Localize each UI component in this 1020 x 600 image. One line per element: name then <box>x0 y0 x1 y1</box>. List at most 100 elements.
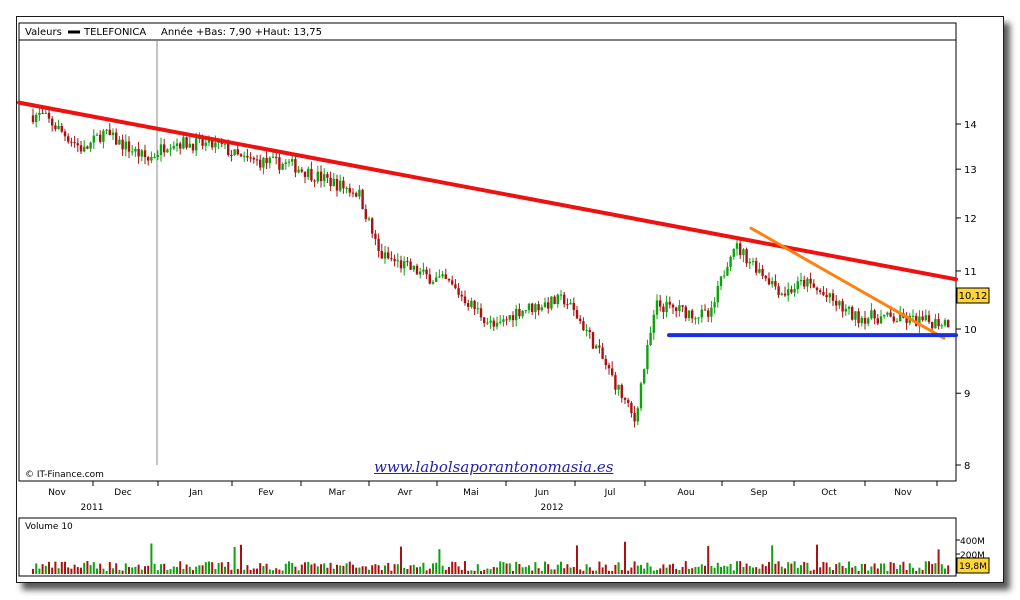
volume-bar <box>483 569 486 574</box>
volume-bar <box>518 564 521 574</box>
volume-bar <box>51 567 54 574</box>
volume-bar <box>307 561 310 574</box>
candle-body <box>383 252 387 259</box>
candle-body <box>675 307 678 312</box>
volume-bar <box>118 569 121 574</box>
volume-bar <box>121 570 124 574</box>
volume-bar <box>624 541 626 574</box>
volume-bar <box>384 565 386 574</box>
volume-bar <box>291 562 294 574</box>
volume-bar <box>512 570 514 574</box>
candle-body <box>691 310 694 319</box>
candle-body <box>287 161 291 163</box>
volume-bar <box>934 563 937 574</box>
candle-body <box>60 126 63 132</box>
candle-body <box>185 137 188 148</box>
volume-bar <box>832 570 834 574</box>
candle-body <box>687 310 691 318</box>
volume-bar <box>553 569 556 574</box>
volume-bar <box>169 569 172 574</box>
volume-bar <box>368 569 370 574</box>
volume-bar <box>489 569 492 574</box>
volume-bar <box>665 567 668 574</box>
candle-body <box>799 279 803 282</box>
candle-body <box>841 301 844 312</box>
candle-body <box>655 300 659 315</box>
candle-body <box>719 276 723 287</box>
candle-body <box>572 302 575 310</box>
volume-bar <box>761 564 764 574</box>
volume-bar <box>691 568 694 574</box>
volume-bar <box>153 563 156 574</box>
volume-bar <box>345 563 348 574</box>
candle-body <box>652 314 655 333</box>
volume-bar <box>659 568 662 574</box>
volume-bar <box>819 567 822 574</box>
candle-body <box>787 289 790 296</box>
volume-bar <box>880 563 882 574</box>
candle-body <box>175 143 179 147</box>
candle-body <box>246 155 249 158</box>
time-axis-label: Mar <box>329 488 346 498</box>
candle-body <box>118 139 121 145</box>
chart-frame: Valeurs TELEFONICA Année +Bas: 7,90 +Hau… <box>16 16 1004 583</box>
volume-axis-label: 400M <box>960 537 985 547</box>
candle-body <box>831 293 835 301</box>
volume-bar <box>684 561 687 574</box>
volume-bar <box>940 564 943 574</box>
volume-bar <box>131 567 134 574</box>
candle-body <box>156 155 159 157</box>
time-axis-label: Dec <box>114 488 131 498</box>
candle-body <box>563 294 566 305</box>
candle-body <box>806 278 809 287</box>
candle-body <box>876 318 879 324</box>
volume-bar <box>38 568 41 574</box>
candle-body <box>492 320 495 327</box>
volume-bar <box>188 566 191 574</box>
volume-bar <box>457 566 460 574</box>
volume-bar <box>70 568 73 574</box>
candle-body <box>358 189 361 197</box>
volume-bar <box>736 561 738 574</box>
volume-bar <box>67 567 70 574</box>
candle-body <box>265 157 268 164</box>
candle-body <box>703 309 707 311</box>
price-axis-label: 14 <box>964 120 977 131</box>
volume-bar <box>412 564 415 574</box>
volume-bar <box>57 568 60 574</box>
volume-bar <box>288 561 290 574</box>
volume-bar <box>646 562 649 574</box>
candle-body <box>659 300 662 307</box>
volume-bar <box>355 567 358 574</box>
volume-bar <box>755 567 758 574</box>
candle-body <box>601 347 604 359</box>
volume-bar <box>496 567 498 574</box>
volume-bar <box>115 563 118 574</box>
candle-body <box>585 330 588 332</box>
candle-body <box>451 280 454 285</box>
candle-body <box>527 303 531 311</box>
volume-bar <box>499 561 502 574</box>
candle-body <box>83 146 86 152</box>
volume-bar <box>822 561 825 574</box>
candle-body <box>73 142 76 144</box>
candle-body <box>150 156 153 161</box>
candle-body <box>470 300 473 307</box>
candle-body <box>559 294 563 296</box>
candle-body <box>89 142 92 149</box>
candle-body <box>505 319 508 321</box>
watermark-link[interactable]: www.labolsaporantonomasia.es <box>374 458 614 476</box>
volume-bar <box>928 561 930 574</box>
volume-bar <box>694 566 697 574</box>
volume-bar <box>128 567 130 574</box>
volume-bar <box>780 566 783 574</box>
candle-body <box>204 142 207 146</box>
volume-bar <box>582 570 585 574</box>
volume-bar <box>150 543 153 574</box>
candle-body <box>809 278 812 284</box>
volume-bar <box>268 569 271 574</box>
volume-bar <box>300 564 303 574</box>
volume-bar <box>352 564 354 574</box>
candle-body <box>486 322 489 324</box>
candle-body <box>252 157 255 160</box>
